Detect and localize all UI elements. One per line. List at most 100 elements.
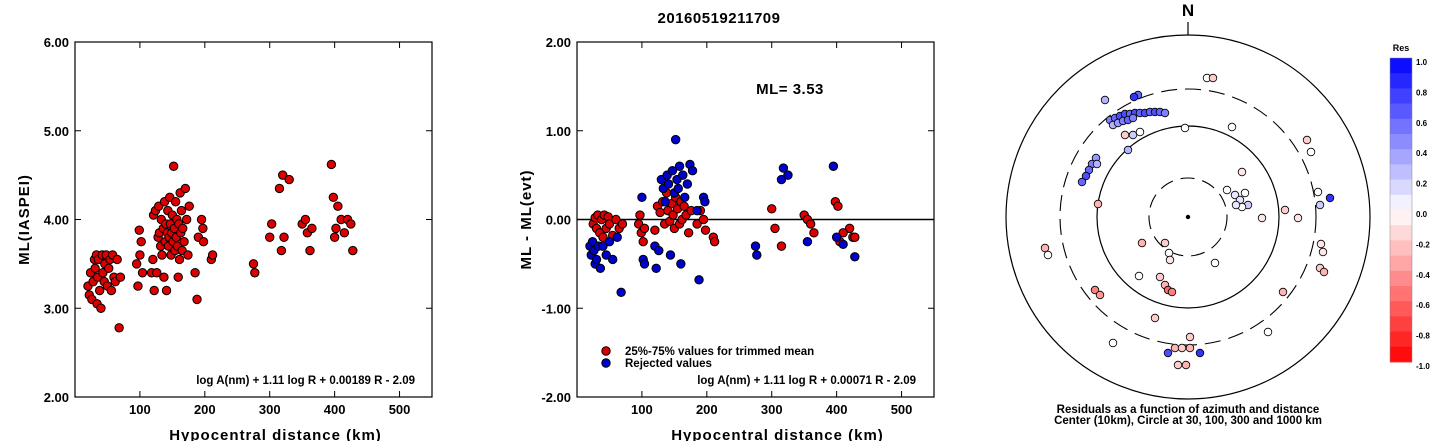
station-point — [1293, 213, 1303, 223]
rejected-point — [778, 163, 789, 173]
station-point — [1100, 95, 1110, 105]
y-tick-label: 2.00 — [44, 390, 69, 405]
rejected-point — [750, 241, 761, 251]
station-point — [1240, 188, 1250, 198]
legend-entry: Rejected values — [625, 358, 712, 370]
data-point — [248, 259, 259, 269]
station-point — [1160, 108, 1170, 118]
rejected-point — [828, 161, 839, 171]
formula-label: log A(nm) + 1.11 log R + 0.00189 R - 2.0… — [196, 375, 415, 387]
data-point — [157, 250, 167, 260]
data-point — [159, 272, 169, 282]
station-point — [1134, 271, 1144, 281]
legend-marker — [601, 358, 611, 368]
data-point — [326, 159, 337, 170]
trimmed-mean-point — [767, 204, 777, 214]
rejected-point — [831, 232, 842, 242]
data-point — [278, 170, 288, 180]
data-point — [149, 285, 159, 296]
legend-entry: 25%-75% values for trimmed mean — [625, 346, 814, 358]
colorbar-title: Res — [1393, 43, 1410, 53]
data-point — [176, 205, 187, 216]
data-point — [148, 254, 158, 265]
x-tick-label: 300 — [761, 402, 783, 417]
x-tick-label: 300 — [259, 402, 281, 417]
station-point — [1128, 113, 1138, 123]
station-point — [1306, 147, 1316, 157]
data-point — [190, 268, 200, 278]
station-point — [1177, 343, 1187, 353]
rejected-point — [654, 245, 664, 256]
station-point — [1222, 185, 1232, 195]
data-point — [183, 250, 193, 260]
trimmed-mean-point — [638, 236, 648, 247]
data-point — [305, 245, 315, 256]
trimmed-mean-point — [776, 241, 787, 251]
circle-30km — [1148, 177, 1228, 257]
data-point — [250, 268, 260, 278]
rejected-point — [667, 165, 678, 176]
station-point — [1315, 200, 1325, 210]
trimmed-mean-point — [838, 228, 848, 238]
data-point — [348, 245, 358, 256]
x-tick-label: 500 — [389, 402, 411, 417]
rejected-point — [651, 263, 661, 274]
colorbar-segment — [1390, 88, 1412, 105]
x-tick-label: 200 — [696, 402, 718, 417]
station-point — [1120, 130, 1130, 140]
station-point — [1195, 348, 1205, 358]
data-point — [276, 245, 287, 256]
rejected-point — [674, 161, 685, 171]
y-tick-label: -2.00 — [541, 390, 571, 405]
station-point — [1170, 343, 1180, 353]
trimmed-mean-point — [650, 225, 660, 235]
azimuth-residual-plot: N Residuals as a function of azimuth and … — [1005, 1, 1371, 427]
station-point — [1090, 285, 1100, 295]
station-point — [1181, 360, 1191, 370]
rejected-point — [670, 134, 681, 145]
data-point — [133, 281, 143, 291]
station-point — [1123, 145, 1133, 155]
station-point — [1040, 243, 1050, 253]
data-point — [96, 303, 106, 313]
rejected-point — [694, 275, 704, 285]
colorbar-segment — [1390, 149, 1412, 165]
colorbar-segment — [1390, 73, 1412, 89]
trimmed-mean-point — [604, 219, 615, 229]
trimmed-mean-point — [833, 201, 843, 211]
data-point — [94, 285, 105, 296]
x-tick-label: 100 — [631, 402, 653, 417]
residual-vs-distance-plot: 100 200 300 400 500 -2.00 -1.00 0.00 1.00 2.00 Hyp… — [518, 35, 935, 441]
rejected-point — [598, 241, 608, 251]
station-point — [1231, 200, 1241, 210]
station-point — [1280, 205, 1290, 215]
data-point — [152, 268, 162, 278]
x-tick-label: 400 — [324, 402, 346, 417]
colorbar-segment — [1390, 118, 1412, 135]
station-point — [1108, 338, 1118, 348]
station-point — [1278, 287, 1288, 297]
data-point — [329, 232, 340, 242]
x-axis-title: Hypocentral distance (km) — [671, 427, 884, 441]
y-tick-label: 0.00 — [546, 213, 571, 228]
colorbar-segment — [1390, 255, 1412, 272]
data-point — [173, 272, 183, 282]
data-point — [339, 228, 350, 238]
rejected-point — [663, 179, 674, 189]
rejected-point — [776, 174, 787, 185]
station-point — [1208, 73, 1218, 83]
station-point — [1302, 135, 1312, 145]
trimmed-mean-point — [698, 214, 709, 225]
rejected-point — [608, 254, 618, 265]
data-point — [328, 192, 339, 203]
rejected-point — [687, 165, 698, 176]
colorbar-segment — [1390, 134, 1412, 150]
y-axis-title: ML(IASPEI) — [16, 174, 33, 265]
north-label: N — [1182, 1, 1194, 20]
data-point — [178, 223, 188, 234]
trimmed-mean-point — [809, 228, 819, 238]
data-point — [265, 232, 275, 242]
ml-annotation: ML= 3.53 — [756, 81, 824, 98]
data-point — [284, 174, 294, 185]
